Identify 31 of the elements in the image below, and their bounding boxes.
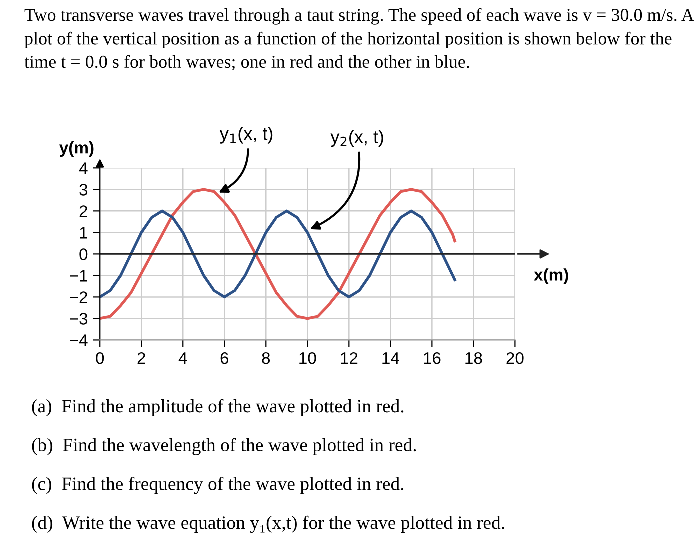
x-tick-label: 18 [466, 352, 482, 364]
y-tick-label: 1 [80, 227, 88, 239]
text: (b) Find the wavelength of the wave plotted in red. [32, 438, 416, 456]
line-series [100, 188, 456, 320]
x-tick-label: 20 [506, 352, 524, 364]
annotation: y$_{2}$(x, t) [330, 130, 384, 148]
y-tick-label: 2 [80, 206, 88, 218]
y-tick-label: −2 [70, 292, 88, 304]
x-tick-label: 10 [300, 352, 316, 364]
x-tick-label: 16 [424, 352, 441, 364]
annotation: y$_{1}$(x, t) [220, 127, 273, 144]
x-tick-label: 4 [178, 352, 188, 364]
x-axis-title: x(m) [534, 268, 568, 284]
line-series [100, 210, 456, 299]
text: (c) Find the frequency of the wave plotted in red. [32, 477, 404, 494]
x-tick-label: 2 [138, 352, 146, 364]
text: (d) Write the wave equation y₁(x,t) for the wave plotted in red. [32, 516, 504, 534]
y-tick-label: 0 [80, 248, 88, 260]
y-tick-label: 4 [79, 162, 88, 174]
y-tick-label: −3 [70, 313, 88, 325]
y-axis-title: y(m) [59, 142, 94, 158]
x-tick-label: 6 [220, 352, 229, 364]
chart-title: Two transverse waves travel through a taut string. The speed of each wave is v = 30.0 m/s. A plot of the vertical position as a function of the horizontal position is shown below for the time t = 0.0 s for both waves; one in red and the other in blue. [24, 8, 694, 71]
x-tick-label: 0 [96, 352, 104, 364]
text: (a) Find the amplitude of the wave plotted in red. [32, 399, 404, 417]
x-tick-label: 14 [382, 352, 400, 364]
y-tick-label: −1 [70, 270, 88, 282]
x-tick-label: 12 [341, 352, 358, 364]
y-tick-label: 3 [80, 184, 88, 196]
y-tick-label: −4 [70, 334, 88, 346]
x-tick-label: 8 [262, 352, 270, 364]
